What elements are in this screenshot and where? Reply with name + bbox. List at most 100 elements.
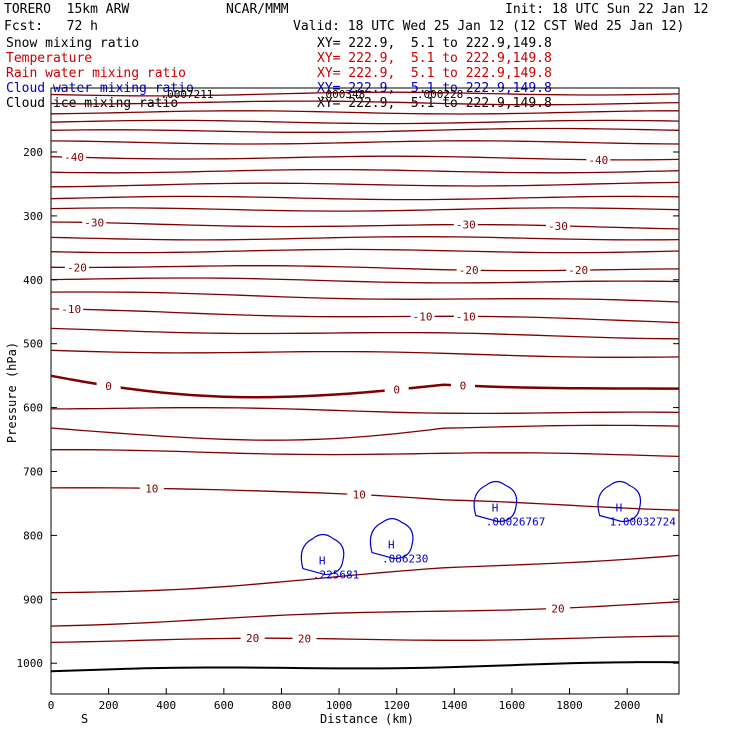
y-tick-label: 800 bbox=[23, 529, 43, 542]
contour-label-bg bbox=[410, 309, 435, 322]
temperature-contour bbox=[50, 327, 680, 340]
model-title: TORERO 15km ARW bbox=[4, 2, 130, 17]
temperature-contour bbox=[50, 308, 680, 324]
contour-label-bg bbox=[384, 382, 409, 395]
x-tick-label: 1400 bbox=[441, 699, 468, 712]
contour-label: 20 bbox=[298, 632, 311, 645]
cloud-max-marker: H bbox=[319, 555, 326, 568]
contour-label: 10 bbox=[145, 482, 158, 495]
contour-label: 20 bbox=[551, 602, 564, 615]
contour-label-bg bbox=[96, 378, 121, 391]
temperature-contour bbox=[50, 168, 680, 174]
x-tick-label: 2000 bbox=[614, 699, 641, 712]
cloud-max-value: .086230 bbox=[382, 553, 428, 566]
temperature-contour bbox=[50, 374, 679, 399]
contour-label: 10 bbox=[353, 489, 366, 502]
contour-label-bg bbox=[453, 309, 478, 322]
temperature-contour bbox=[50, 119, 680, 125]
cloud-water-contour bbox=[300, 533, 345, 576]
x-tick-label: 200 bbox=[99, 699, 119, 712]
temperature-contour bbox=[50, 635, 680, 644]
temperature-contour bbox=[50, 195, 680, 201]
temperature-contour bbox=[50, 424, 680, 441]
contour-label-bg bbox=[240, 631, 265, 644]
cloud-water-contour bbox=[369, 517, 414, 560]
x-tick-label: 800 bbox=[272, 699, 292, 712]
temperature-contour bbox=[50, 207, 680, 212]
x-tick-label: 1000 bbox=[326, 699, 353, 712]
contour-label: 20 bbox=[246, 632, 259, 645]
legend-name: Snow mixing ratio bbox=[6, 36, 140, 51]
legend-name: Rain water mixing ratio bbox=[6, 66, 187, 81]
temperature-contour bbox=[50, 110, 679, 115]
contour-label-bg bbox=[139, 481, 164, 494]
contour-label-bg bbox=[82, 215, 107, 228]
contour-label-bg bbox=[453, 217, 478, 230]
cloud-max-value: 1.00032724 bbox=[610, 516, 677, 529]
x-tick-label: 0 bbox=[48, 699, 55, 712]
south-label: S bbox=[81, 712, 89, 726]
contour-label: -20 bbox=[67, 261, 87, 274]
contour-label: -40 bbox=[64, 151, 84, 164]
contour-label: -40 bbox=[588, 154, 608, 167]
valid-time: Valid: 18 UTC Wed 25 Jan 12 (12 CST Wed … bbox=[293, 19, 685, 34]
contour-label: 0 bbox=[105, 380, 112, 393]
y-tick-label: 700 bbox=[23, 466, 43, 479]
legend-range: XY= 222.9, 5.1 to 222.9,149.8 bbox=[317, 51, 552, 66]
temperature-contour bbox=[50, 100, 680, 106]
contour-label: -10 bbox=[456, 310, 476, 323]
temperature-contour bbox=[50, 236, 680, 241]
init-time: Init: 18 UTC Sun 22 Jan 12 bbox=[505, 2, 709, 17]
temperature-contour bbox=[50, 91, 680, 97]
forecast-hour: Fcst: 72 h bbox=[4, 19, 98, 34]
temperature-contour bbox=[50, 248, 680, 254]
contour-label-bg bbox=[62, 150, 87, 163]
legend-range: XY= 222.9, 5.1 to 222.9,149.8 bbox=[317, 66, 552, 81]
contour-label-bg bbox=[566, 263, 591, 276]
y-tick-label: 1000 bbox=[17, 657, 44, 670]
temperature-contour bbox=[50, 291, 680, 303]
temperature-contour bbox=[50, 140, 680, 145]
temperature-contour bbox=[50, 349, 680, 358]
contour-label-bg bbox=[546, 601, 571, 614]
contour-label-bg bbox=[64, 260, 89, 273]
contour-label: 0 bbox=[460, 380, 467, 393]
x-axis-label: Distance (km) bbox=[320, 712, 414, 726]
contour-label-bg bbox=[59, 302, 84, 315]
legend-name: Temperature bbox=[6, 51, 93, 66]
temperature-contour bbox=[50, 155, 680, 161]
legend-range: XY= 222.9, 5.1 to 222.9,149.8 bbox=[317, 36, 552, 51]
contour-label-bg bbox=[586, 152, 611, 165]
y-axis-label: Pressure (hPa) bbox=[5, 341, 20, 444]
cloud-max-marker: H bbox=[388, 539, 395, 552]
x-tick-label: 1200 bbox=[383, 699, 410, 712]
y-tick-label: 600 bbox=[23, 402, 43, 415]
y-tick-label: 200 bbox=[23, 146, 43, 159]
x-tick-label: 400 bbox=[156, 699, 176, 712]
cloud-max-value: .225681 bbox=[313, 569, 359, 582]
contour-label: -30 bbox=[456, 219, 476, 232]
contour-label-bg bbox=[456, 263, 481, 276]
contour-label-bg bbox=[347, 487, 372, 500]
y-tick-label: 400 bbox=[23, 274, 43, 287]
cloud-max-value: .00026767 bbox=[486, 516, 546, 529]
contour-label: -30 bbox=[548, 220, 568, 233]
x-tick-label: 1600 bbox=[499, 699, 526, 712]
temperature-contour bbox=[50, 554, 680, 594]
cloud-max-marker: H bbox=[616, 502, 623, 515]
temperature-contour bbox=[50, 661, 680, 673]
y-tick-label: 300 bbox=[23, 210, 43, 223]
temperature-contour bbox=[50, 127, 680, 133]
contour-label: -20 bbox=[459, 264, 479, 277]
top-value-label: .0007211 bbox=[160, 88, 213, 101]
center-title: NCAR/MMM bbox=[226, 2, 289, 17]
contour-label: -20 bbox=[568, 264, 588, 277]
y-tick-label: 500 bbox=[23, 338, 43, 351]
north-label: N bbox=[656, 712, 664, 726]
temperature-contour bbox=[50, 277, 680, 284]
top-value-label: .000228 bbox=[417, 88, 463, 101]
top-value-label: .000348 bbox=[319, 88, 365, 101]
temperature-contour bbox=[51, 407, 680, 415]
contour-label-bg bbox=[450, 378, 475, 391]
